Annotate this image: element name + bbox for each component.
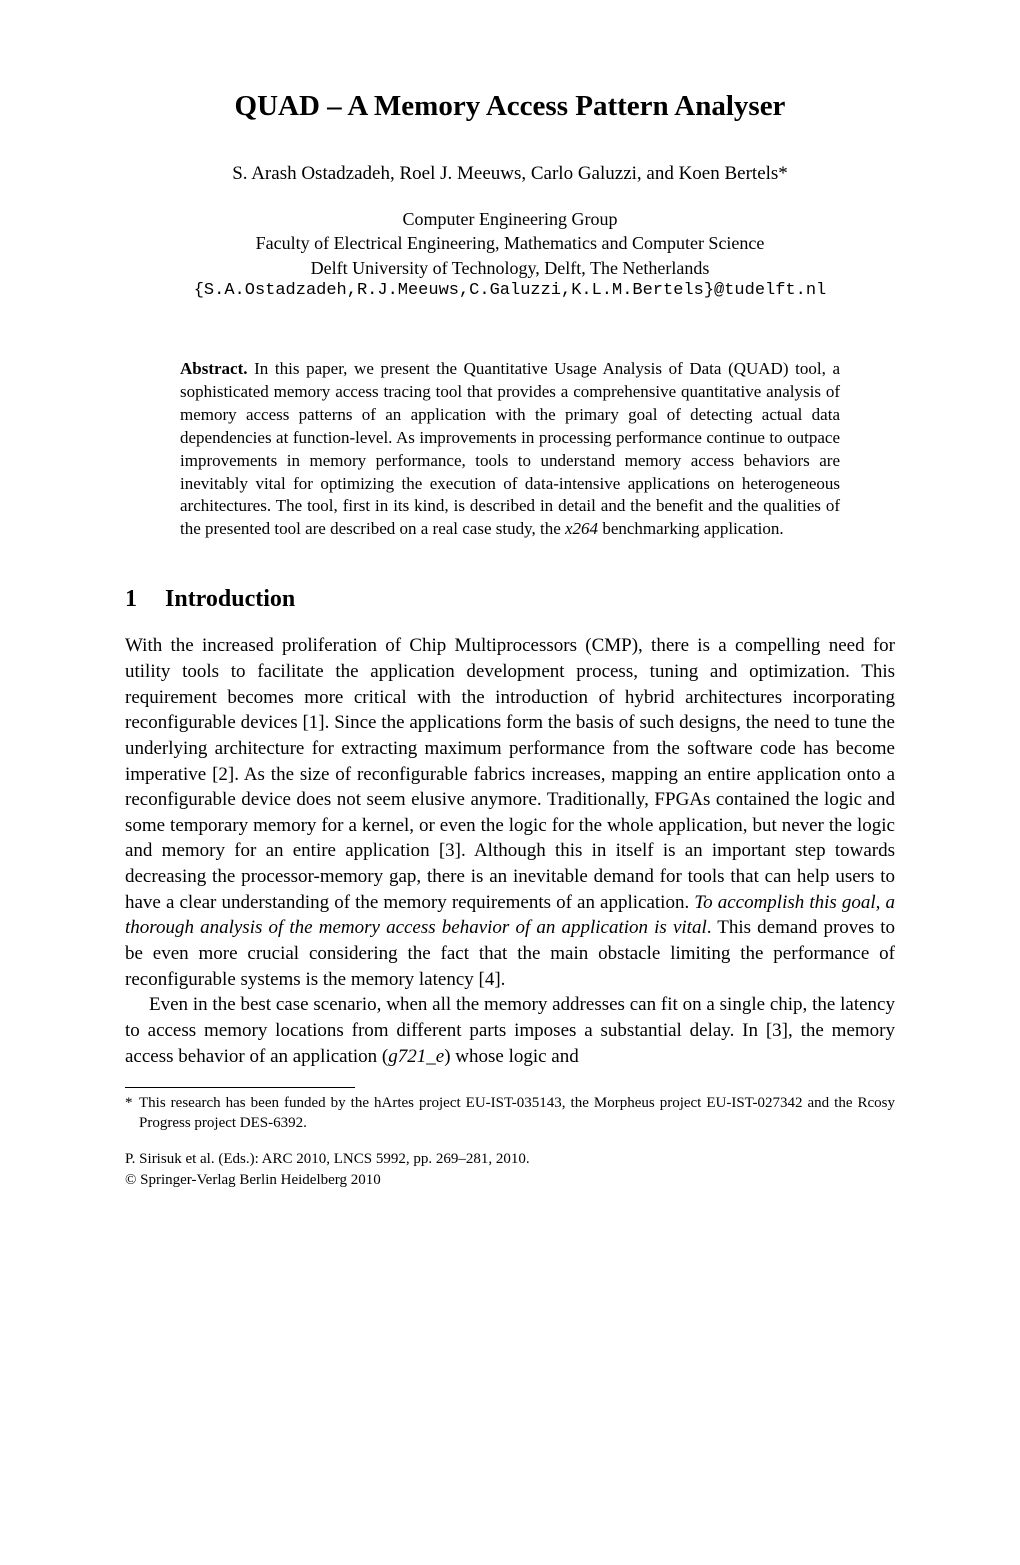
author-line: S. Arash Ostadzadeh, Roel J. Meeuws, Car… (125, 163, 895, 185)
affiliation-group: Computer Engineering Group (125, 207, 895, 231)
section-1-number: 1 (125, 586, 165, 613)
affiliation-emails: {S.A.Ostadzadeh,R.J.Meeuws,C.Galuzzi,K.L… (125, 280, 895, 303)
imprint-line-2: © Springer-Verlag Berlin Heidelberg 2010 (125, 1170, 895, 1191)
paragraph-1: With the increased proliferation of Chip… (125, 633, 895, 992)
section-1-title: Introduction (165, 586, 295, 612)
affiliation-faculty: Faculty of Electrical Engineering, Mathe… (125, 231, 895, 255)
p2-text-b: ) whose logic and (444, 1046, 579, 1067)
abstract-block: Abstract. In this paper, we present the … (180, 358, 840, 542)
affiliation-university: Delft University of Technology, Delft, T… (125, 256, 895, 280)
abstract-label: Abstract. (180, 359, 248, 378)
paragraph-2: Even in the best case scenario, when all… (125, 992, 895, 1069)
affiliation-block: Computer Engineering Group Faculty of El… (125, 207, 895, 303)
paper-title: QUAD – A Memory Access Pattern Analyser (125, 90, 895, 123)
p1-text-a: With the increased proliferation of Chip… (125, 635, 895, 912)
footnote-star-icon: * (125, 1094, 133, 1114)
p2-em: g721_e (388, 1046, 444, 1067)
footnote: * This research has been funded by the h… (125, 1094, 895, 1133)
footnote-rule (125, 1087, 355, 1088)
footnote-text: This research has been funded by the hAr… (139, 1095, 895, 1131)
abstract-text-tail: benchmarking application. (598, 519, 784, 538)
imprint-line-1: P. Sirisuk et al. (Eds.): ARC 2010, LNCS… (125, 1149, 895, 1170)
section-1-heading: 1Introduction (125, 586, 895, 613)
abstract-em: x264 (565, 519, 598, 538)
imprint-block: P. Sirisuk et al. (Eds.): ARC 2010, LNCS… (125, 1149, 895, 1191)
paper-page: QUAD – A Memory Access Pattern Analyser … (0, 0, 1020, 1565)
abstract-text: In this paper, we present the Quantitati… (180, 359, 840, 539)
body-text: With the increased proliferation of Chip… (125, 633, 895, 1069)
